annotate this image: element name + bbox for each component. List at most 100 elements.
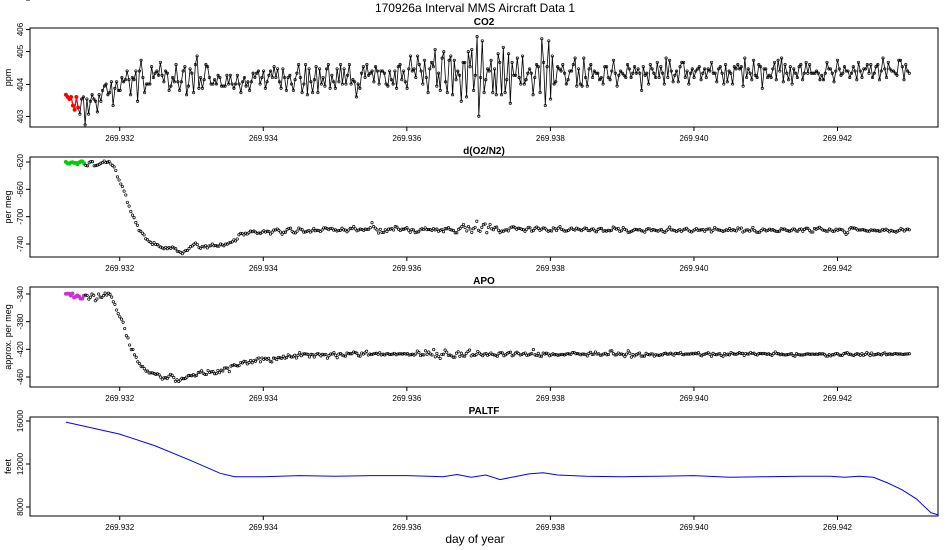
data-point: [84, 163, 88, 168]
data-point: [312, 226, 316, 230]
data-point: [438, 356, 442, 361]
data-point: [528, 67, 532, 71]
data-point: [154, 372, 158, 376]
data-point: [793, 354, 797, 358]
data-point: [122, 189, 126, 193]
data-point: [499, 350, 503, 355]
data-point: [239, 231, 243, 235]
data-point: [87, 112, 91, 116]
data-point: [122, 80, 126, 84]
data-point: [347, 352, 351, 356]
data-point: [279, 86, 283, 90]
data-point: [458, 73, 462, 77]
data-point: [690, 351, 694, 355]
data-point: [492, 353, 496, 357]
data-point: [251, 71, 255, 75]
data-point: [414, 352, 418, 356]
data-point: [154, 242, 158, 247]
data-point: [282, 230, 286, 234]
data-point: [365, 63, 369, 67]
data-point: [863, 67, 868, 71]
y-tick-label: 406: [16, 22, 25, 36]
data-point: [659, 65, 663, 69]
data-point: [218, 75, 222, 80]
data-point: [797, 227, 802, 231]
data-point: [456, 69, 460, 73]
data-point: [556, 353, 560, 357]
data-point: [760, 352, 764, 356]
data-point: [388, 69, 392, 73]
data-point: [148, 82, 152, 86]
data-point: [473, 225, 477, 229]
data-point: [676, 80, 680, 84]
data-point: [522, 82, 526, 86]
data-point: [94, 164, 98, 168]
data-point: [563, 71, 567, 75]
data-point: [590, 227, 594, 231]
data-point: [517, 351, 521, 356]
data-point: [100, 295, 104, 299]
start-point: [80, 296, 85, 301]
data-point: [809, 71, 813, 75]
data-point: [420, 227, 424, 231]
data-point: [443, 227, 447, 231]
data-point: [638, 71, 642, 75]
data-point: [794, 71, 798, 75]
data-point: [390, 226, 394, 230]
data-point: [560, 227, 564, 231]
data-point: [347, 63, 351, 67]
data-point: [806, 352, 810, 356]
data-point: [797, 65, 801, 69]
data-point: [776, 230, 780, 234]
data-point: [121, 320, 125, 324]
data-point: [837, 67, 841, 71]
data-point: [320, 228, 324, 232]
data-point: [155, 243, 159, 247]
data-point: [141, 364, 145, 369]
data-point: [515, 56, 519, 60]
data-point: [119, 317, 124, 321]
data-point: [249, 80, 253, 84]
data-point: [547, 39, 551, 43]
data-point: [107, 159, 111, 163]
data-point: [433, 47, 437, 52]
data-point: [814, 69, 819, 73]
data-point: [748, 71, 752, 75]
data-point: [521, 228, 525, 232]
data-point: [464, 351, 468, 355]
data-point: [636, 67, 640, 71]
data-point: [150, 65, 154, 69]
data-point: [180, 376, 184, 380]
data-point: [348, 226, 352, 230]
data-point: [802, 71, 806, 75]
data-point: [227, 370, 231, 374]
data-point: [808, 63, 812, 67]
data-point: [360, 228, 364, 232]
data-point: [731, 352, 735, 356]
data-point: [112, 165, 116, 169]
data-point: [108, 292, 112, 296]
data-point: [764, 229, 768, 233]
data-point: [617, 73, 621, 77]
data-point: [769, 75, 773, 80]
data-point: [641, 65, 645, 69]
data-point: [554, 80, 558, 84]
data-point: [217, 371, 222, 375]
data-point: [508, 101, 512, 105]
data-point: [525, 353, 529, 357]
data-point: [371, 352, 375, 356]
data-point: [253, 359, 258, 363]
data-point: [550, 54, 554, 58]
data-point: [750, 78, 754, 82]
x-tick-label: 269.934: [249, 264, 278, 273]
data-point: [423, 226, 427, 230]
data-point: [221, 84, 225, 88]
data-point: [195, 373, 199, 377]
data-point: [441, 352, 446, 356]
data-point: [337, 80, 341, 84]
data-point: [452, 58, 456, 62]
y-tick-label: 8000: [16, 498, 25, 516]
data-point: [459, 99, 463, 103]
data-point: [803, 353, 807, 357]
